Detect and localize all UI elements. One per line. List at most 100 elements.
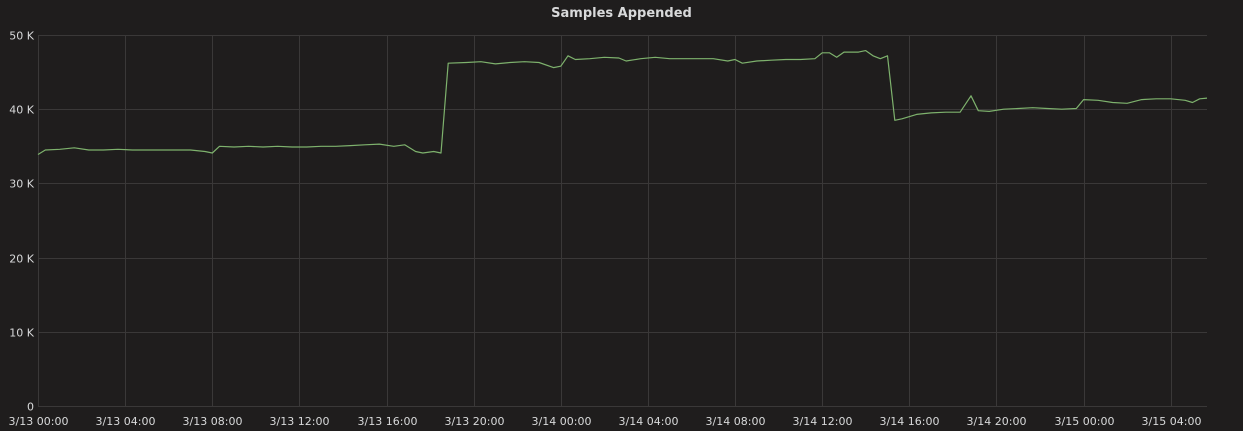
data-point[interactable] (349, 144, 352, 147)
data-point[interactable] (291, 146, 294, 149)
data-point[interactable] (970, 94, 973, 97)
data-point[interactable] (639, 57, 642, 60)
data-point[interactable] (1097, 99, 1100, 102)
data-point[interactable] (770, 59, 773, 62)
data-point[interactable] (843, 51, 846, 54)
x-tick-label: 3/13 20:00 (445, 415, 505, 428)
data-point[interactable] (494, 62, 497, 65)
data-point[interactable] (1060, 108, 1063, 111)
data-point[interactable] (734, 58, 737, 61)
data-point[interactable] (1169, 97, 1172, 100)
data-point[interactable] (73, 146, 76, 149)
data-point[interactable] (1046, 107, 1049, 110)
data-point[interactable] (447, 62, 450, 65)
data-point[interactable] (1184, 99, 1187, 102)
data-point[interactable] (403, 143, 406, 146)
data-point[interactable] (58, 148, 61, 151)
data-point[interactable] (552, 66, 555, 69)
data-point[interactable] (712, 57, 715, 60)
data-point[interactable] (813, 57, 816, 60)
data-point[interactable] (617, 57, 620, 60)
data-point[interactable] (37, 153, 40, 156)
axis-layer: 0 10 K 20 K 30 K 40 K 50 K 3/13 00:00 3/13 04:0… (9, 30, 1202, 429)
data-point[interactable] (1017, 107, 1020, 110)
data-point[interactable] (828, 51, 831, 54)
data-point[interactable] (799, 58, 802, 61)
data-point[interactable] (465, 61, 468, 64)
data-point[interactable] (145, 149, 148, 152)
data-point[interactable] (218, 145, 221, 148)
data-point[interactable] (821, 51, 824, 54)
data-point[interactable] (668, 57, 671, 60)
data-point[interactable] (755, 60, 758, 63)
data-point[interactable] (211, 152, 214, 155)
data-point[interactable] (625, 60, 628, 63)
data-point[interactable] (864, 49, 867, 52)
data-point[interactable] (204, 150, 207, 153)
data-point[interactable] (988, 110, 991, 113)
data-point[interactable] (1206, 97, 1209, 100)
data-point[interactable] (886, 54, 889, 57)
data-point[interactable] (944, 111, 947, 114)
data-point[interactable] (131, 149, 134, 152)
data-point[interactable] (1082, 98, 1085, 101)
data-point[interactable] (977, 109, 980, 112)
data-point[interactable] (247, 145, 250, 148)
data-point[interactable] (959, 111, 962, 114)
data-point[interactable] (1111, 101, 1114, 104)
data-point[interactable] (784, 58, 787, 61)
data-point[interactable] (893, 119, 896, 122)
data-point[interactable] (432, 150, 435, 153)
data-point[interactable] (421, 152, 424, 155)
data-point[interactable] (1191, 101, 1194, 104)
data-point[interactable] (654, 56, 657, 59)
data-point[interactable] (872, 54, 875, 57)
data-point[interactable] (378, 143, 381, 146)
data-point[interactable] (1031, 106, 1034, 109)
data-point[interactable] (392, 145, 395, 148)
data-point[interactable] (87, 149, 90, 152)
data-point[interactable] (1155, 97, 1158, 100)
data-point[interactable] (574, 58, 577, 61)
data-point[interactable] (835, 56, 838, 59)
data-point[interactable] (189, 149, 192, 152)
data-point[interactable] (102, 149, 105, 152)
data-point[interactable] (1002, 108, 1005, 111)
data-point[interactable] (559, 65, 562, 68)
data-point[interactable] (879, 57, 882, 60)
data-point[interactable] (567, 54, 570, 57)
data-point[interactable] (305, 146, 308, 149)
data-point[interactable] (479, 60, 482, 63)
data-point[interactable] (726, 60, 729, 63)
data-point[interactable] (538, 61, 541, 64)
data-point[interactable] (930, 111, 933, 114)
data-point[interactable] (857, 51, 860, 54)
data-point[interactable] (850, 51, 853, 54)
data-point[interactable] (334, 145, 337, 148)
data-point[interactable] (363, 143, 366, 146)
data-point[interactable] (523, 60, 526, 63)
data-point[interactable] (915, 113, 918, 116)
data-point[interactable] (440, 152, 443, 155)
data-point[interactable] (160, 149, 163, 152)
series-line-0[interactable] (37, 49, 1208, 156)
data-point[interactable] (588, 57, 591, 60)
data-point[interactable] (1140, 98, 1143, 101)
data-point[interactable] (690, 57, 693, 60)
data-point[interactable] (116, 148, 119, 151)
data-point[interactable] (175, 149, 178, 152)
data-point[interactable] (414, 150, 417, 153)
data-point[interactable] (1126, 102, 1129, 105)
data-point[interactable] (276, 145, 279, 148)
data-point[interactable] (1198, 97, 1201, 100)
data-point[interactable] (901, 117, 904, 120)
data-point[interactable] (262, 146, 265, 149)
data-point[interactable] (741, 62, 744, 65)
data-point[interactable] (603, 56, 606, 59)
data-point[interactable] (1075, 107, 1078, 110)
data-point[interactable] (509, 61, 512, 64)
data-point[interactable] (233, 146, 236, 149)
data-point[interactable] (320, 145, 323, 148)
data-point[interactable] (44, 149, 47, 152)
